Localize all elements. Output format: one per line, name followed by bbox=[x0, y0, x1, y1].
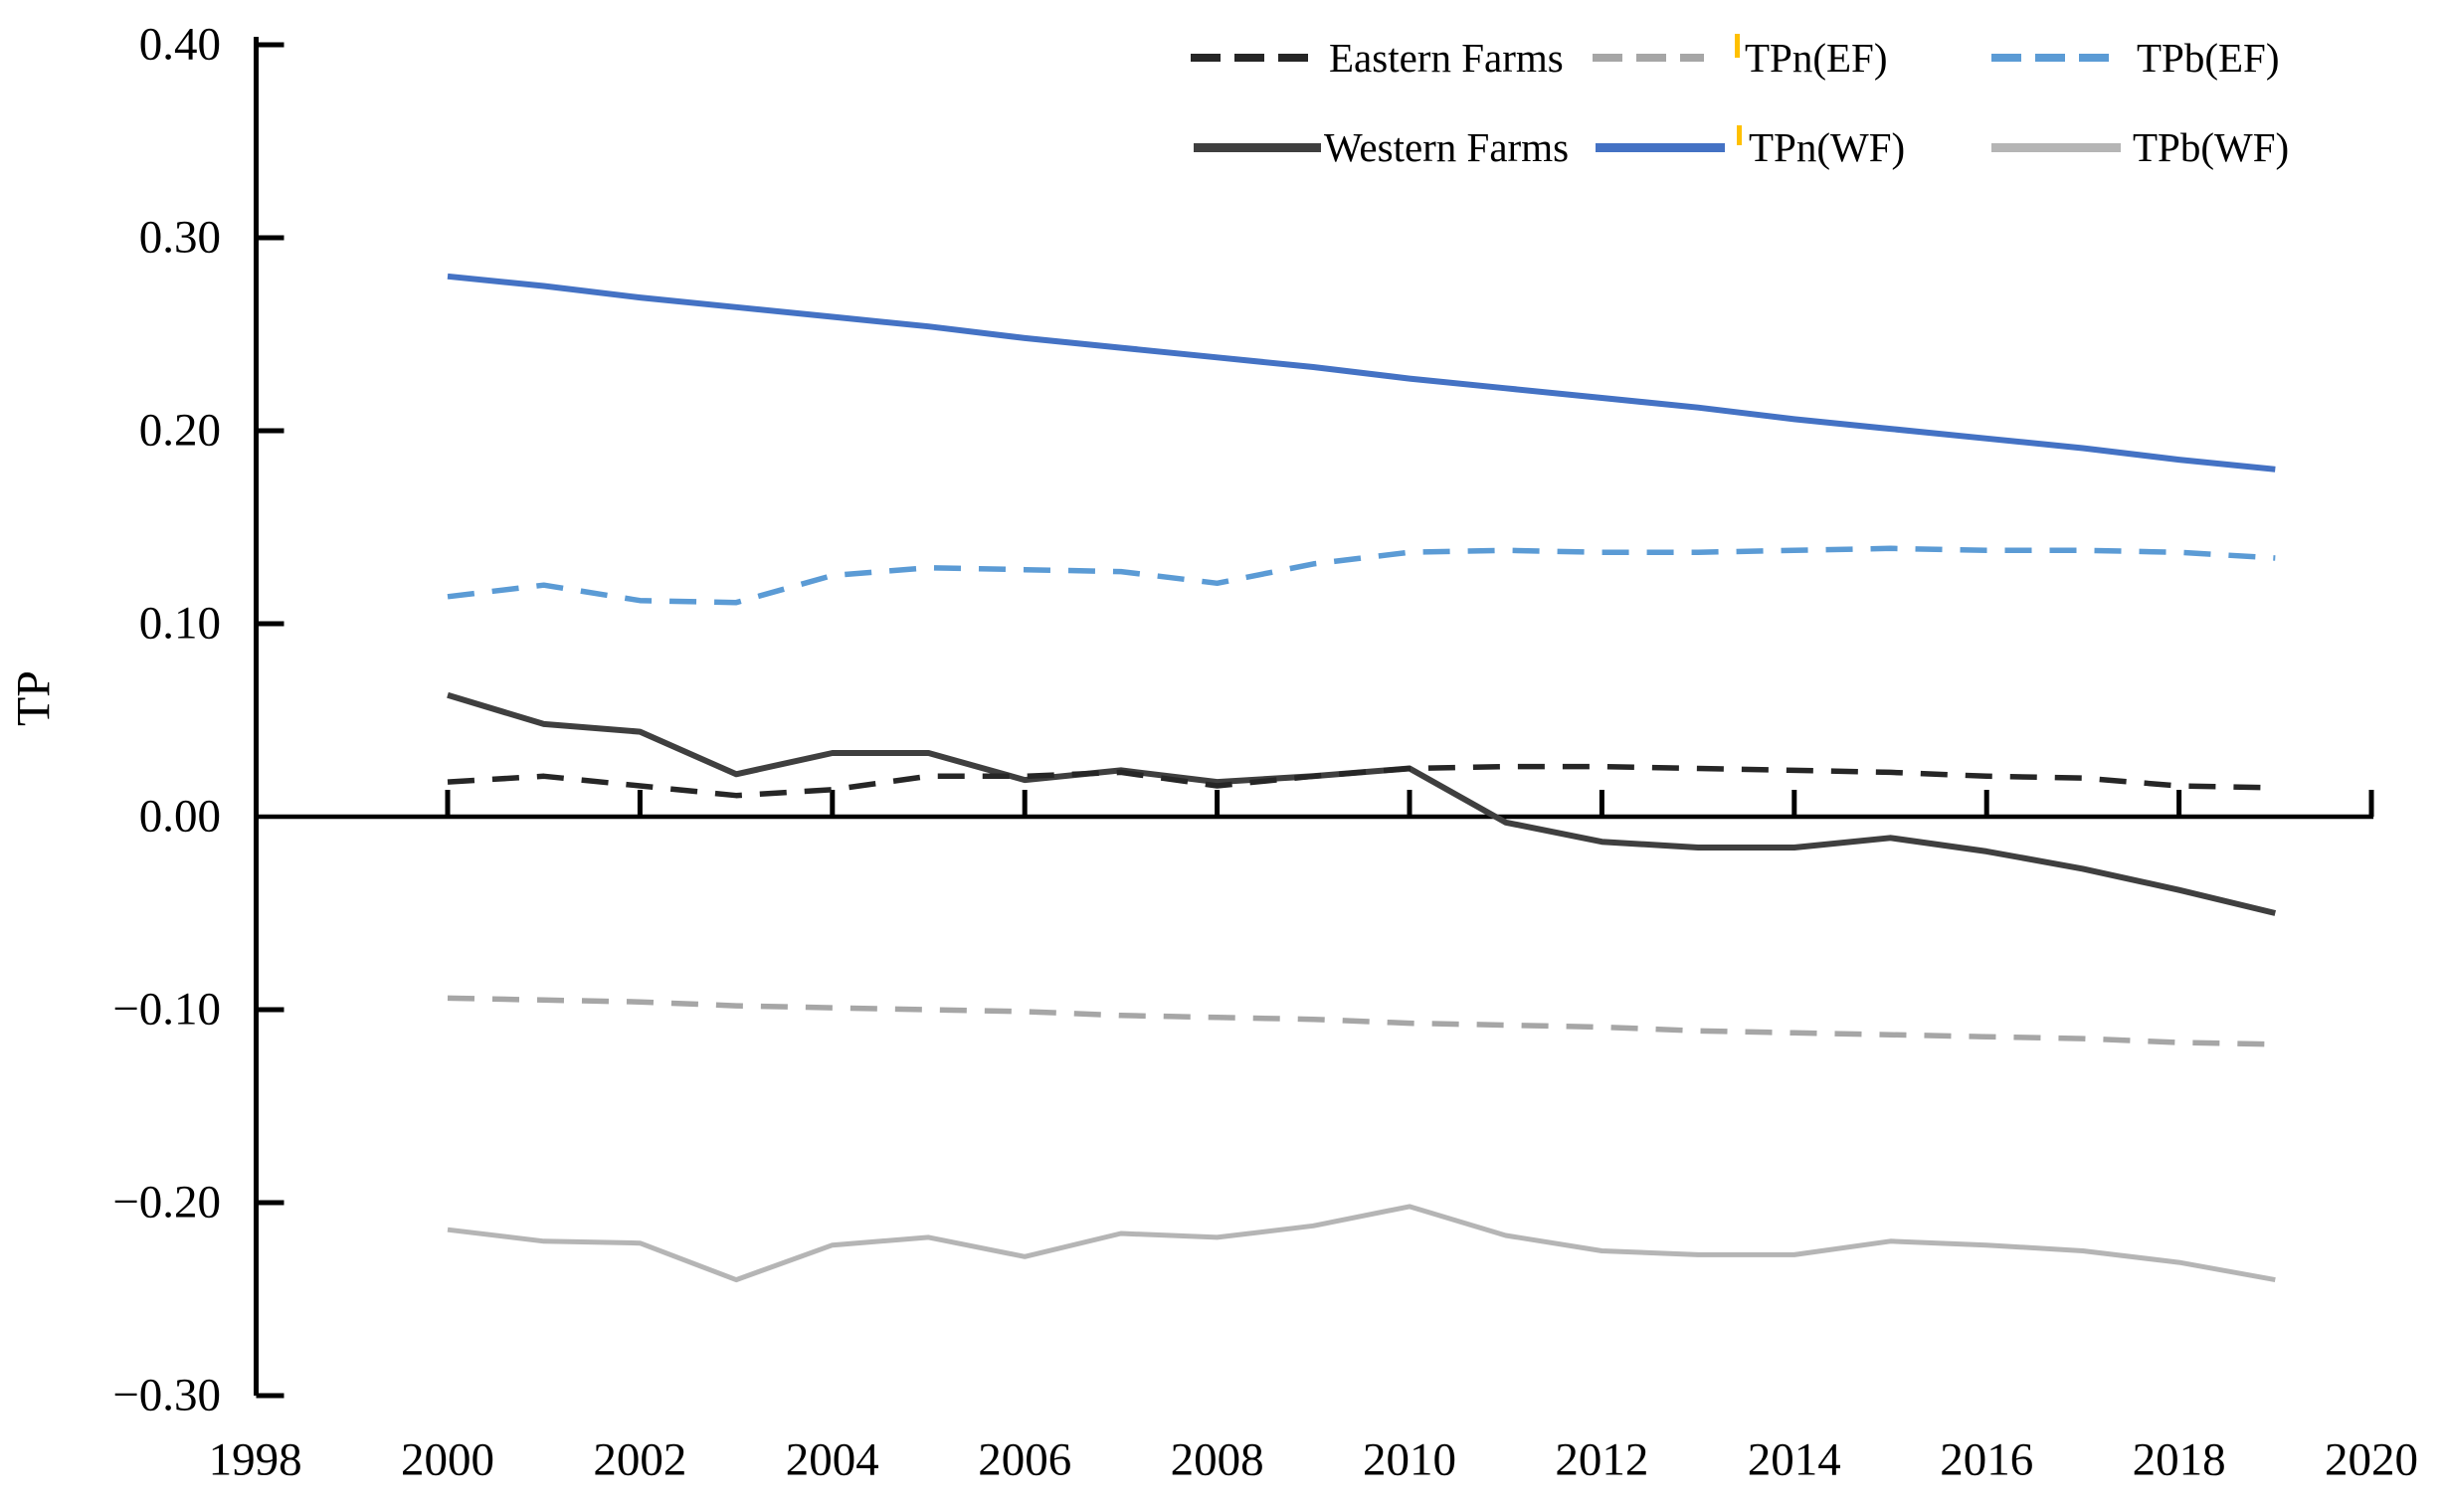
y-tick-label: 0.20 bbox=[138, 404, 221, 457]
legend-label: TPn(EF) bbox=[1745, 34, 1888, 81]
legend-label: TPn(WF) bbox=[1749, 123, 1906, 170]
y-tick-label: 0.30 bbox=[138, 211, 221, 264]
legend-item-eastern-farms: Eastern Farms bbox=[1191, 34, 1564, 81]
legend-swatch-dashed bbox=[1593, 54, 1704, 62]
y-tick-label: −0.20 bbox=[112, 1176, 221, 1228]
legend-item-tpn-wf-: TPn(WF) bbox=[1596, 123, 1906, 170]
series-line-tpn-ef- bbox=[447, 995, 2276, 1047]
x-tick-label: 1998 bbox=[208, 1433, 302, 1486]
y-tick-label: 0.40 bbox=[138, 18, 221, 71]
legend-label: Western Farms bbox=[1324, 123, 1570, 170]
y-tick-label: −0.10 bbox=[112, 983, 221, 1036]
x-tick-label: 2000 bbox=[401, 1433, 494, 1486]
series-line-tpb-ef- bbox=[447, 545, 2276, 606]
x-tick-label: 2002 bbox=[593, 1433, 687, 1486]
legend-item-western-farms: Western Farms bbox=[1194, 123, 1570, 170]
x-tick-label: 2012 bbox=[1555, 1433, 1649, 1486]
x-tick-label: 2004 bbox=[785, 1433, 879, 1486]
y-axis-title: TP bbox=[7, 669, 61, 727]
x-tick-label: 2016 bbox=[1940, 1433, 2034, 1486]
x-tick-label: 2020 bbox=[2325, 1433, 2418, 1486]
y-tick-label: 0.00 bbox=[138, 790, 221, 843]
legend-swatch-solid bbox=[1596, 142, 1725, 152]
legend-label: Eastern Farms bbox=[1329, 34, 1564, 81]
x-tick-label: 2006 bbox=[978, 1433, 1072, 1486]
legend-label: TPb(EF) bbox=[2137, 34, 2280, 81]
stray-orange-mark bbox=[1735, 34, 1740, 58]
y-tick-label: 0.10 bbox=[138, 597, 221, 650]
legend-swatch-dashed bbox=[1991, 54, 2109, 62]
series-line-eastern-farms bbox=[447, 763, 2276, 799]
x-tick-label: 2014 bbox=[1747, 1433, 1841, 1486]
series-line-tpn-wf- bbox=[447, 273, 2276, 472]
series-line-western-farms bbox=[447, 691, 2277, 916]
x-tick-label: 2010 bbox=[1363, 1433, 1456, 1486]
legend-swatch-solid bbox=[1194, 142, 1321, 152]
legend-item-tpb-wf-: TPb(WF) bbox=[1991, 123, 2290, 170]
stray-orange-mark bbox=[1737, 125, 1742, 145]
x-tick-label: 2008 bbox=[1170, 1433, 1264, 1486]
legend-swatch-solid bbox=[1991, 142, 2121, 152]
series-line-tpb-wf- bbox=[447, 1204, 2276, 1283]
legend-swatch-dashed bbox=[1191, 54, 1308, 62]
legend-label: TPb(WF) bbox=[2133, 123, 2290, 170]
legend-item-tpb-ef-: TPb(EF) bbox=[1991, 34, 2280, 81]
legend-item-tpn-ef-: TPn(EF) bbox=[1593, 34, 1888, 81]
x-tick-label: 2018 bbox=[2132, 1433, 2226, 1486]
y-tick-label: −0.30 bbox=[112, 1369, 221, 1421]
